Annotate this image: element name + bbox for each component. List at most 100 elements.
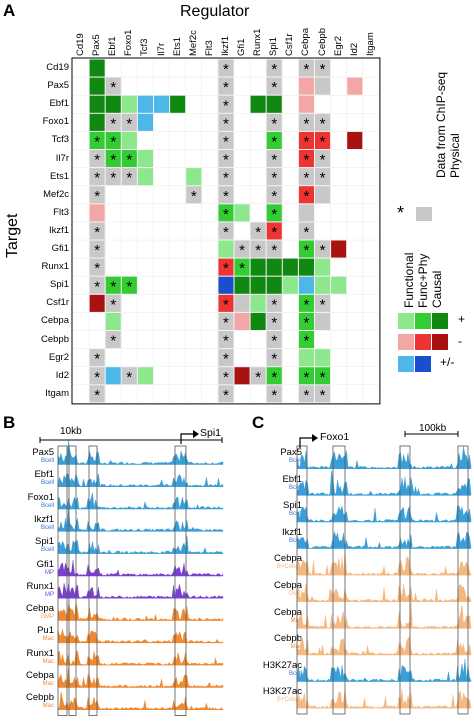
heatmap-star: * bbox=[271, 188, 277, 205]
track-name: Ebf1 bbox=[34, 469, 54, 481]
heatmap-cell bbox=[218, 276, 234, 294]
heatmap-cell bbox=[218, 349, 234, 367]
peak-highlight-box bbox=[57, 445, 68, 717]
heatmap-cell bbox=[298, 349, 314, 367]
track-cell-type: GMP bbox=[288, 591, 302, 597]
heatmap-cell bbox=[89, 240, 105, 258]
track-label-runx1: Runx1 MP bbox=[10, 581, 54, 599]
heatmap-cell bbox=[298, 59, 314, 77]
panel-b-letter: B bbox=[3, 413, 16, 432]
heatmap-star: * bbox=[304, 224, 310, 241]
heatmap-cell bbox=[89, 276, 105, 294]
heatmap-star: * bbox=[94, 387, 100, 404]
heatmap-cell bbox=[234, 367, 250, 385]
heatmap-cell bbox=[266, 258, 282, 276]
heatmap-cell bbox=[250, 240, 266, 258]
heatmap-cell bbox=[266, 367, 282, 385]
peak-highlight-box bbox=[457, 445, 469, 715]
target-label-flt3: Flt3 bbox=[53, 206, 69, 218]
track-label-ebf1: Ebf1 Bcell bbox=[10, 470, 54, 487]
target-label-foxo1: Foxo1 bbox=[42, 116, 69, 128]
heatmap-star: * bbox=[320, 170, 326, 187]
heatmap-cell bbox=[121, 367, 137, 385]
heatmap-star: * bbox=[271, 296, 277, 313]
heatmap-cell bbox=[298, 113, 314, 131]
target-label-ikzf1: Ikzf1 bbox=[48, 224, 69, 236]
heatmap-cell bbox=[315, 131, 331, 149]
heatmap-cell bbox=[89, 113, 105, 131]
heatmap-star: * bbox=[94, 133, 100, 150]
heatmap-cell bbox=[315, 258, 331, 276]
heatmap-star: * bbox=[126, 369, 132, 386]
heatmap-star: * bbox=[271, 79, 277, 96]
heatmap-cell bbox=[298, 77, 314, 95]
track-cell-type: B+Cebpa bbox=[276, 564, 302, 571]
heatmap-star: * bbox=[223, 206, 229, 223]
heatmap-cell bbox=[266, 240, 282, 258]
heatmap-cell bbox=[282, 258, 298, 276]
heatmap-star: * bbox=[239, 242, 245, 259]
signal-track bbox=[296, 601, 472, 629]
heatmap-star: * bbox=[223, 369, 229, 386]
heatmap-cell bbox=[89, 294, 105, 312]
target-label-egr2: Egr2 bbox=[48, 351, 69, 363]
track-name: Cebpa bbox=[26, 603, 54, 615]
heatmap-cell bbox=[298, 276, 314, 294]
heatmap-star: * bbox=[94, 188, 100, 205]
heatmap-cell bbox=[315, 113, 331, 131]
heatmap-cell bbox=[298, 131, 314, 149]
heatmap-star: * bbox=[304, 152, 310, 169]
tss-arrow-icon bbox=[299, 437, 312, 448]
signal-track bbox=[296, 470, 472, 496]
target-label-spi1: Spi1 bbox=[49, 279, 69, 291]
signal-track bbox=[296, 549, 472, 576]
track-cell-type: Bcell bbox=[288, 537, 302, 544]
track-label-spi1: Spi1 Bcell bbox=[10, 537, 54, 554]
track-label-pax5: Pax5 Bcell bbox=[10, 448, 54, 465]
signal-track bbox=[57, 472, 224, 488]
heatmap-cell bbox=[347, 77, 363, 95]
heatmap-cell bbox=[234, 204, 250, 222]
signal-track bbox=[296, 505, 472, 523]
target-label-tcf3: Tcf3 bbox=[51, 134, 69, 146]
heatmap-cell bbox=[89, 168, 105, 186]
heatmap-star: * bbox=[191, 188, 197, 205]
target-label-id2: Id2 bbox=[55, 369, 69, 381]
heatmap-cell bbox=[89, 95, 105, 113]
heatmap-cell bbox=[234, 258, 250, 276]
heatmap-star: * bbox=[94, 224, 100, 241]
heatmap-cell bbox=[298, 150, 314, 168]
heatmap-cell bbox=[121, 150, 137, 168]
panel-b-scale-label: 10kb bbox=[60, 426, 82, 437]
heatmap-cell bbox=[218, 331, 234, 349]
heatmap-cell bbox=[218, 204, 234, 222]
peak-highlight-box bbox=[296, 445, 308, 715]
heatmap-cell bbox=[315, 240, 331, 258]
track-name: Cebpb bbox=[26, 692, 54, 704]
track-name: Runx1 bbox=[26, 647, 54, 659]
heatmap-cell bbox=[298, 95, 314, 113]
track-name: Gfi1 bbox=[36, 558, 54, 570]
heatmap-cell bbox=[298, 186, 314, 204]
heatmap-cell bbox=[137, 168, 153, 186]
regulator-title: Regulator bbox=[180, 3, 250, 20]
panel-c-scale-label: 100kb bbox=[419, 423, 447, 434]
track-cell-type: Mac bbox=[290, 617, 302, 624]
heatmap-star: * bbox=[271, 61, 277, 78]
track-cell-type: Bcell bbox=[40, 458, 54, 464]
heatmap-star: * bbox=[94, 369, 100, 386]
heatmap-star: * bbox=[271, 369, 277, 386]
heatmap-cell bbox=[234, 276, 250, 294]
heatmap-cell bbox=[298, 240, 314, 258]
track-cell-type: Bcell bbox=[40, 547, 54, 554]
heatmap-cell bbox=[89, 367, 105, 385]
signal-track bbox=[57, 560, 224, 577]
heatmap-cell bbox=[234, 240, 250, 258]
heatmap-star: * bbox=[304, 170, 310, 187]
heatmap-cell bbox=[315, 150, 331, 168]
legend-swatch bbox=[432, 313, 448, 329]
heatmap-cell bbox=[315, 385, 331, 403]
heatmap-star: * bbox=[271, 170, 277, 187]
heatmap-star: * bbox=[304, 188, 310, 205]
track-label-cebpa: Cebpa Mac bbox=[258, 607, 302, 625]
